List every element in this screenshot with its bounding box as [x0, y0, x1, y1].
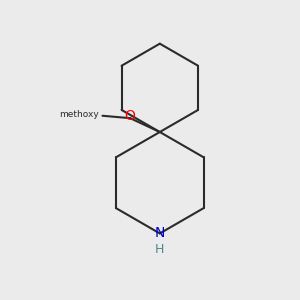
- Text: N: N: [154, 226, 165, 240]
- Text: methoxy: methoxy: [0, 299, 1, 300]
- Text: O: O: [125, 109, 136, 123]
- Text: H: H: [155, 243, 164, 256]
- Text: methoxy: methoxy: [59, 110, 99, 119]
